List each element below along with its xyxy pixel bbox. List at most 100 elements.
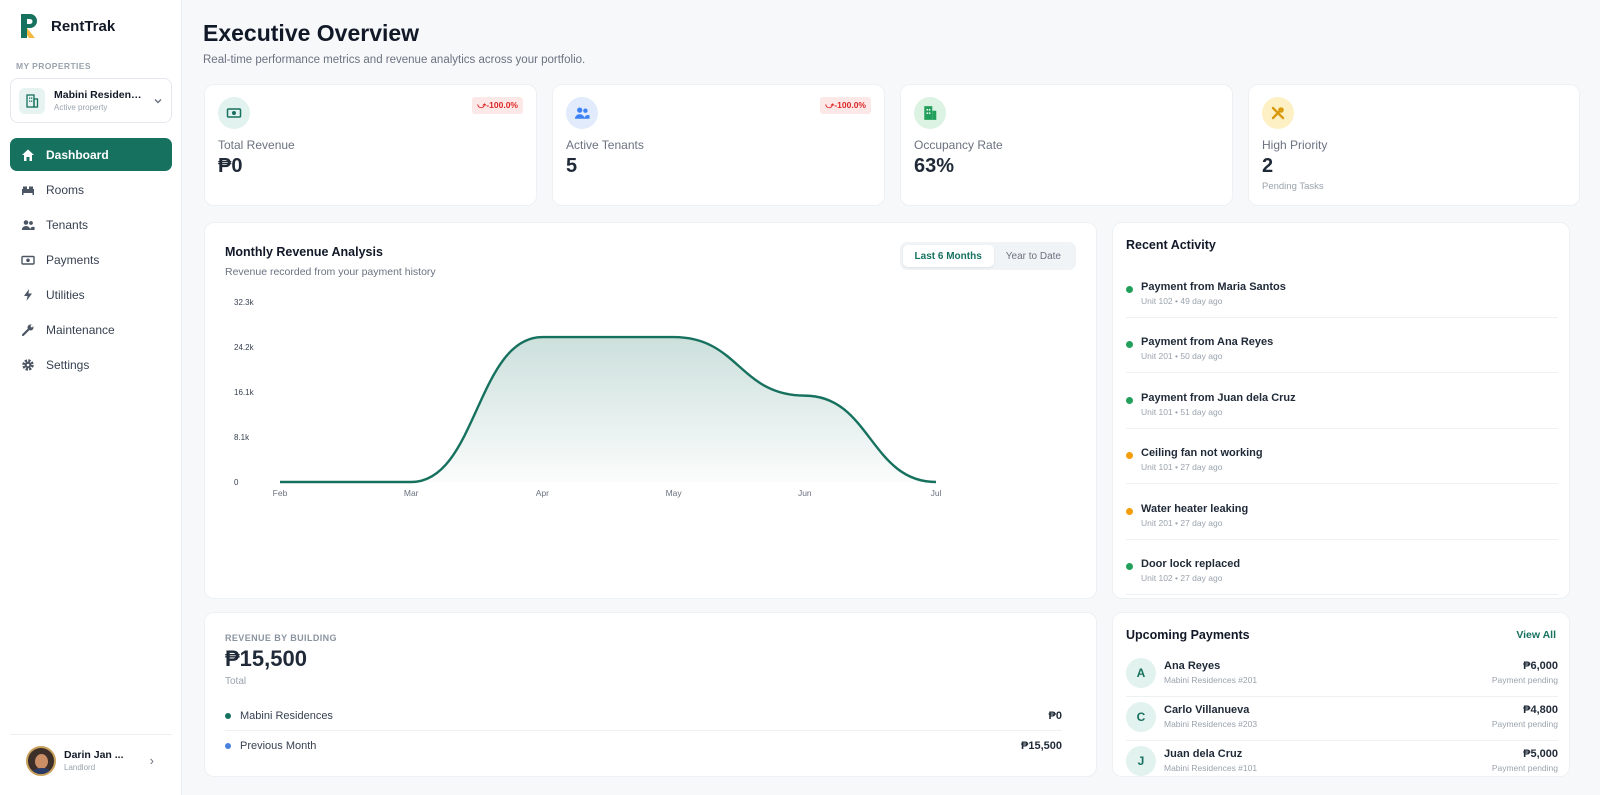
y-tick-label: 8.1k xyxy=(234,433,250,442)
activity-meta: Unit 102 • 27 day ago xyxy=(1141,573,1223,583)
recent-activity-title: Recent Activity xyxy=(1126,238,1216,252)
x-tick-label: Apr xyxy=(536,488,549,498)
stat-card-high-priority: High Priority 2 Pending Tasks xyxy=(1248,84,1580,206)
payment-row[interactable]: C Carlo Villanueva Mabini Residences #20… xyxy=(1126,697,1558,741)
sidebar-item-rooms[interactable]: Rooms xyxy=(10,173,172,206)
avatar: A xyxy=(1126,658,1156,688)
x-tick-label: Mar xyxy=(404,488,419,498)
sidebar-nav: Dashboard Rooms Tenants Payments Utiliti… xyxy=(10,138,172,383)
view-all-link[interactable]: View All xyxy=(1516,629,1556,641)
sidebar-item-settings[interactable]: Settings xyxy=(10,348,172,381)
payment-status: Payment pending xyxy=(1491,763,1558,773)
sidebar-item-label: Settings xyxy=(46,357,90,372)
brand[interactable]: RentTrak xyxy=(18,12,115,40)
payment-amount: ₱5,000 xyxy=(1523,748,1558,760)
tenant-unit: Mabini Residences #201 xyxy=(1164,675,1258,685)
user-role: Landlord xyxy=(64,763,96,772)
sidebar-item-dashboard[interactable]: Dashboard xyxy=(10,138,172,171)
sidebar-item-label: Maintenance xyxy=(46,322,115,337)
activity-title: Payment from Juan dela Cruz xyxy=(1141,392,1296,404)
gear-icon xyxy=(22,358,34,371)
tenant-name: Ana Reyes xyxy=(1164,660,1221,672)
tenant-name: Juan dela Cruz xyxy=(1164,748,1243,760)
sidebar-item-label: Dashboard xyxy=(46,147,109,162)
property-status: Active property xyxy=(54,103,108,112)
chevron-right-icon: › xyxy=(149,753,154,768)
activity-meta: Unit 201 • 27 day ago xyxy=(1141,518,1223,528)
activity-item[interactable]: Payment from Ana Reyes Unit 201 • 50 day… xyxy=(1126,333,1558,373)
sidebar-item-tenants[interactable]: Tenants xyxy=(10,208,172,241)
building-name: Mabini Residences xyxy=(240,709,333,722)
payment-status: Payment pending xyxy=(1491,675,1558,685)
property-selector[interactable]: Mabini Residenc... Active property xyxy=(10,78,172,123)
activity-item[interactable]: Payment from Maria Santos Unit 102 • 49 … xyxy=(1126,278,1558,318)
stat-value: ₱0 xyxy=(218,155,243,177)
activity-item[interactable]: Water heater leaking Unit 201 • 27 day a… xyxy=(1126,500,1558,540)
cash-icon xyxy=(21,255,35,265)
status-dot xyxy=(1126,508,1133,515)
toggle-year-to-date[interactable]: Year to Date xyxy=(1005,250,1061,262)
tenant-name: Carlo Villanueva xyxy=(1164,704,1250,716)
trend-down-icon: ⤻ xyxy=(477,100,487,110)
status-dot xyxy=(1126,452,1133,459)
trend-badge: ⤻-100.0% xyxy=(472,97,523,114)
building-name: Previous Month xyxy=(240,740,317,752)
stat-card-occupancy-rate: Occupancy Rate 63% xyxy=(900,84,1233,206)
activity-item[interactable]: Payment from Juan dela Cruz Unit 101 • 5… xyxy=(1126,389,1558,429)
trend-badge: ⤻-100.0% xyxy=(820,97,871,114)
sidebar-item-label: Tenants xyxy=(46,217,89,232)
legend-dot xyxy=(225,743,231,749)
building-row: Previous Month ₱15,500 xyxy=(225,731,1062,761)
y-tick-label: 0 xyxy=(234,478,239,487)
sidebar-item-label: Rooms xyxy=(46,182,85,197)
status-dot xyxy=(1126,397,1133,404)
revenue-by-building-card: REVENUE BY BUILDING ₱15,500 Total Mabini… xyxy=(204,612,1097,777)
sidebar-item-label: Utilities xyxy=(46,287,85,302)
cash-icon xyxy=(218,97,250,129)
bolt-icon xyxy=(24,288,32,301)
user-profile[interactable]: Darin Jan ... Landlord › xyxy=(10,734,172,786)
activity-title: Payment from Maria Santos xyxy=(1141,281,1286,293)
x-tick-label: Feb xyxy=(273,488,288,498)
sidebar-item-maintenance[interactable]: Maintenance xyxy=(10,313,172,346)
payment-row[interactable]: A Ana Reyes Mabini Residences #201 ₱6,00… xyxy=(1126,653,1558,697)
activity-meta: Unit 101 • 27 day ago xyxy=(1141,462,1223,472)
building-icon xyxy=(19,87,45,114)
status-dot xyxy=(1126,286,1133,293)
activity-title: Water heater leaking xyxy=(1141,503,1249,515)
activity-item[interactable]: Ceiling fan not working Unit 101 • 27 da… xyxy=(1126,444,1558,484)
toggle-last-6-months[interactable]: Last 6 Months xyxy=(902,245,994,267)
upcoming-payments-card: Upcoming Payments View All A Ana Reyes M… xyxy=(1112,612,1570,777)
sidebar-item-utilities[interactable]: Utilities xyxy=(10,278,172,311)
home-icon xyxy=(22,149,34,161)
bed-icon xyxy=(22,186,34,195)
stat-label: High Priority xyxy=(1262,138,1328,152)
activity-meta: Unit 201 • 50 day ago xyxy=(1141,351,1223,361)
payment-row[interactable]: J Juan dela Cruz Mabini Residences #101 … xyxy=(1126,741,1558,785)
recent-activity-card: Recent Activity Payment from Maria Santo… xyxy=(1112,222,1570,599)
chart-title: Monthly Revenue Analysis xyxy=(225,245,383,259)
legend-dot xyxy=(225,712,231,719)
sidebar-item-payments[interactable]: Payments xyxy=(10,243,172,276)
wrench-icon xyxy=(21,324,34,336)
activity-item[interactable]: Door lock replaced Unit 102 • 27 day ago xyxy=(1126,555,1558,595)
stat-card-total-revenue: ⤻-100.0% Total Revenue ₱0 xyxy=(204,84,537,206)
avatar: C xyxy=(1126,702,1156,732)
stat-label: Total Revenue xyxy=(218,138,295,152)
users-icon xyxy=(566,97,598,129)
activity-meta: Unit 101 • 51 day ago xyxy=(1141,407,1223,417)
x-tick-label: May xyxy=(666,488,683,498)
property-name: Mabini Residenc... xyxy=(54,89,144,101)
brand-name: RentTrak xyxy=(51,17,116,35)
y-tick-label: 16.1k xyxy=(234,388,255,397)
stat-label: Active Tenants xyxy=(566,138,644,152)
page-subtitle: Real-time performance metrics and revenu… xyxy=(203,54,586,66)
tools-icon xyxy=(1262,97,1294,129)
building-icon xyxy=(914,97,946,129)
activity-title: Door lock replaced xyxy=(1141,558,1241,570)
stat-card-active-tenants: ⤻-100.0% Active Tenants 5 xyxy=(552,84,885,206)
trend-down-icon: ⤻ xyxy=(825,100,835,110)
payment-amount: ₱4,800 xyxy=(1523,704,1558,716)
building-amount: ₱15,500 xyxy=(1021,740,1062,752)
sidebar: RentTrak MY PROPERTIES Mabini Residenc..… xyxy=(0,0,182,795)
